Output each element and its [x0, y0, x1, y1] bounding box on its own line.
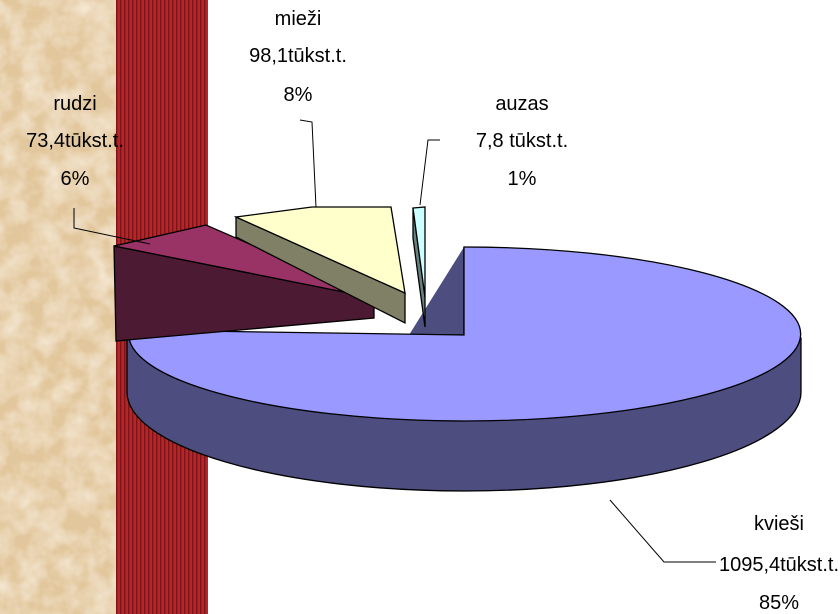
label-miezi-name: mieži: [275, 8, 322, 30]
label-rudzi-name: rudzi: [53, 93, 96, 115]
label-rudzi-value: 73,4tūkst.t.: [26, 130, 124, 152]
label-rudzi-percent: 6%: [61, 168, 90, 190]
slice-miezi-top: [233, 206, 406, 295]
label-auzas-value: 7,8 tūkst.t.: [476, 130, 568, 152]
label-kviesi-name: kvieši: [754, 513, 804, 535]
label-miezi-value: 98,1tūkst.t.: [249, 45, 347, 67]
label-kviesi-percent: 85%: [759, 592, 799, 614]
leader-line-rudzi: [73, 208, 151, 245]
background-texture: [0, 0, 122, 614]
label-kviesi-value: 1095,4tūkst.t.: [719, 554, 839, 576]
label-miezi-percent: 8%: [284, 84, 313, 106]
slice-auzas-top: [412, 206, 426, 298]
label-miezi: mieži 98,1tūkst.t. 8%: [249, 8, 347, 106]
slice-miezi: [233, 206, 406, 325]
label-rudzi: rudzi 73,4tūkst.t. 6%: [26, 93, 124, 190]
label-kviesi: kvieši 1095,4tūkst.t. 85%: [719, 513, 839, 614]
leader-line-auzas: [419, 139, 440, 206]
slice-kviesi-top: [127, 246, 802, 422]
leader-line-miezi: [299, 119, 317, 208]
leader-line-kviesi: [609, 499, 716, 563]
label-auzas-name: auzas: [495, 93, 548, 115]
label-auzas-percent: 1%: [508, 168, 537, 190]
slice-auzas: [412, 206, 426, 328]
label-auzas: auzas 7,8 tūkst.t. 1%: [476, 93, 568, 190]
